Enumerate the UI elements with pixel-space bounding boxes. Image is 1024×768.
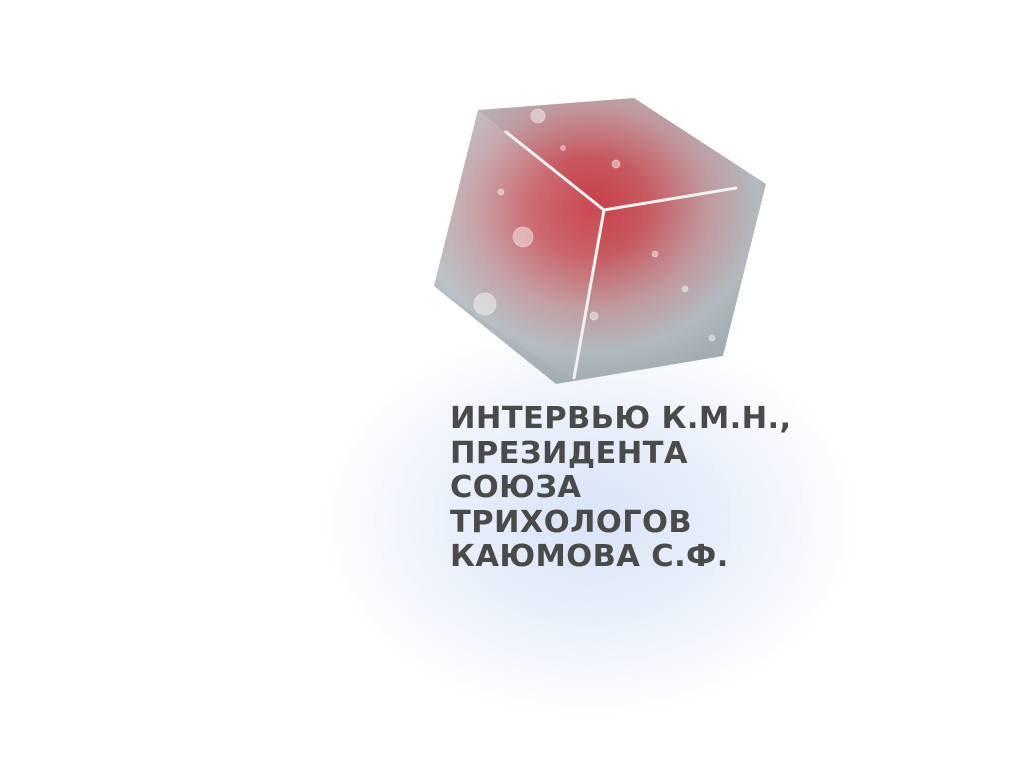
- cube-edge-right: [602, 186, 738, 212]
- headline-line: ПРЕЗИДЕНТА: [450, 435, 688, 471]
- bubble: [530, 108, 546, 124]
- cube-edge-top: [504, 130, 606, 212]
- headline-line: ИНТЕРВЬЮ К.М.Н.,: [450, 401, 792, 436]
- bubble: [708, 334, 716, 342]
- cube-edges: [504, 130, 738, 380]
- bubble: [681, 285, 689, 293]
- headline-line: СОЮЗА: [450, 470, 582, 505]
- bubble: [589, 311, 599, 321]
- headline-line: КАЮМОВА С.Ф.: [450, 539, 729, 574]
- headline-line: ТРИХОЛОГОВ: [450, 504, 692, 540]
- bubble: [651, 250, 659, 258]
- background-glow: [330, 330, 850, 710]
- crystal-cube-svg: [434, 98, 766, 384]
- cube-bubbles: [473, 108, 716, 342]
- bubble: [611, 159, 621, 169]
- bubble: [473, 292, 497, 316]
- bubble: [512, 226, 534, 248]
- interview-headline: ИНТЕРВЬЮ К.М.Н., ПРЕЗИДЕНТА СОЮЗА ТРИХОЛ…: [450, 401, 830, 575]
- crystal-cube-icon: [428, 92, 772, 390]
- cube-edge-bottom: [572, 208, 606, 380]
- bubble: [497, 188, 505, 196]
- bubble: [560, 145, 566, 151]
